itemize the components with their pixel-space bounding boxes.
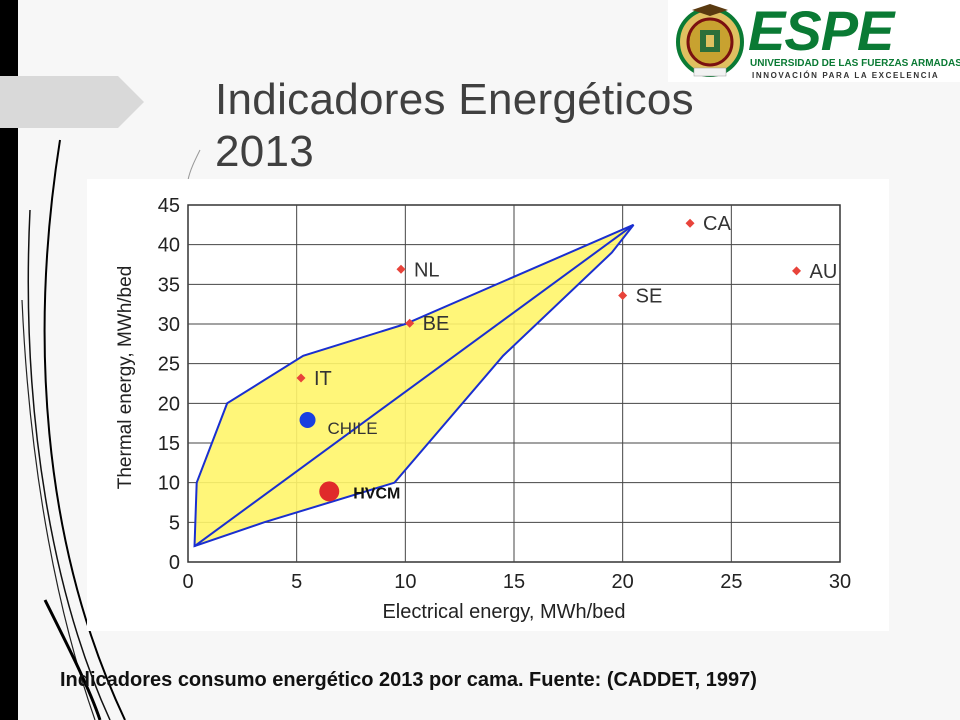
y-tick-label: 5 (169, 512, 180, 534)
point-label-be: BE (423, 313, 450, 335)
point-it (296, 373, 306, 383)
x-tick-label: 5 (291, 571, 302, 593)
point-label-ca: CA (703, 213, 731, 235)
y-tick-label: 40 (158, 235, 180, 257)
slide-caption: Indicadores consumo energético 2013 por … (60, 669, 757, 691)
point-label-se: SE (636, 285, 663, 307)
y-tick-label: 30 (158, 314, 180, 336)
x-tick-label: 0 (182, 571, 193, 593)
slide-title-line2: 2013 (215, 127, 315, 176)
left-black-bar (0, 0, 18, 720)
y-axis-label: Thermal energy, MWh/bed (115, 266, 136, 490)
x-axis-label: Electrical energy, MWh/bed (382, 601, 625, 623)
point-label-chile: CHILE (328, 419, 378, 438)
y-tick-label: 20 (158, 393, 180, 415)
slide-title-line1: Indicadores Energéticos (215, 75, 694, 124)
point-se (618, 290, 628, 300)
title-tab-shape (0, 76, 144, 128)
university-seal-icon (676, 4, 744, 77)
point-au (792, 266, 802, 276)
x-tick-label: 30 (829, 571, 851, 593)
slide-title: Indicadores Energéticos 2013 (215, 74, 815, 178)
x-tick-label: 20 (612, 571, 634, 593)
point-ca (685, 218, 695, 228)
point-be (405, 318, 415, 328)
point-nl (396, 264, 406, 274)
point-label-au: AU (810, 261, 838, 283)
scatter-chart: 0 5 10 15 20 25 30 0 5 10 15 20 25 30 35 40 45 Electrical… (115, 195, 851, 623)
point-label-it: IT (314, 368, 332, 390)
y-tick-label: 45 (158, 195, 180, 217)
espe-logo: ESPE UNIVERSIDAD DE LAS FUERZAS ARMADAS … (668, 0, 960, 82)
logo-subtitle: UNIVERSIDAD DE LAS FUERZAS ARMADAS (750, 58, 960, 69)
point-label-hvcm: HVCM (353, 485, 400, 502)
y-tick-label: 15 (158, 433, 180, 455)
y-tick-label: 0 (169, 552, 180, 574)
y-tick-label: 25 (158, 354, 180, 376)
envelope-diagonal (193, 224, 635, 547)
logo-wordmark: ESPE (748, 0, 894, 62)
x-tick-label: 15 (503, 571, 525, 593)
point-label-nl: NL (414, 259, 440, 281)
y-tick-label: 10 (158, 473, 180, 495)
y-tick-label: 35 (158, 274, 180, 296)
x-tick-label: 25 (720, 571, 742, 593)
chart-panel: 0 5 10 15 20 25 30 0 5 10 15 20 25 30 35 40 45 Electrical… (87, 179, 889, 631)
logo-tagline: INNOVACIÓN PARA LA EXCELENCIA (752, 71, 940, 80)
point-hvcm (319, 481, 340, 502)
x-tick-label: 10 (394, 571, 416, 593)
point-chile (299, 411, 316, 428)
